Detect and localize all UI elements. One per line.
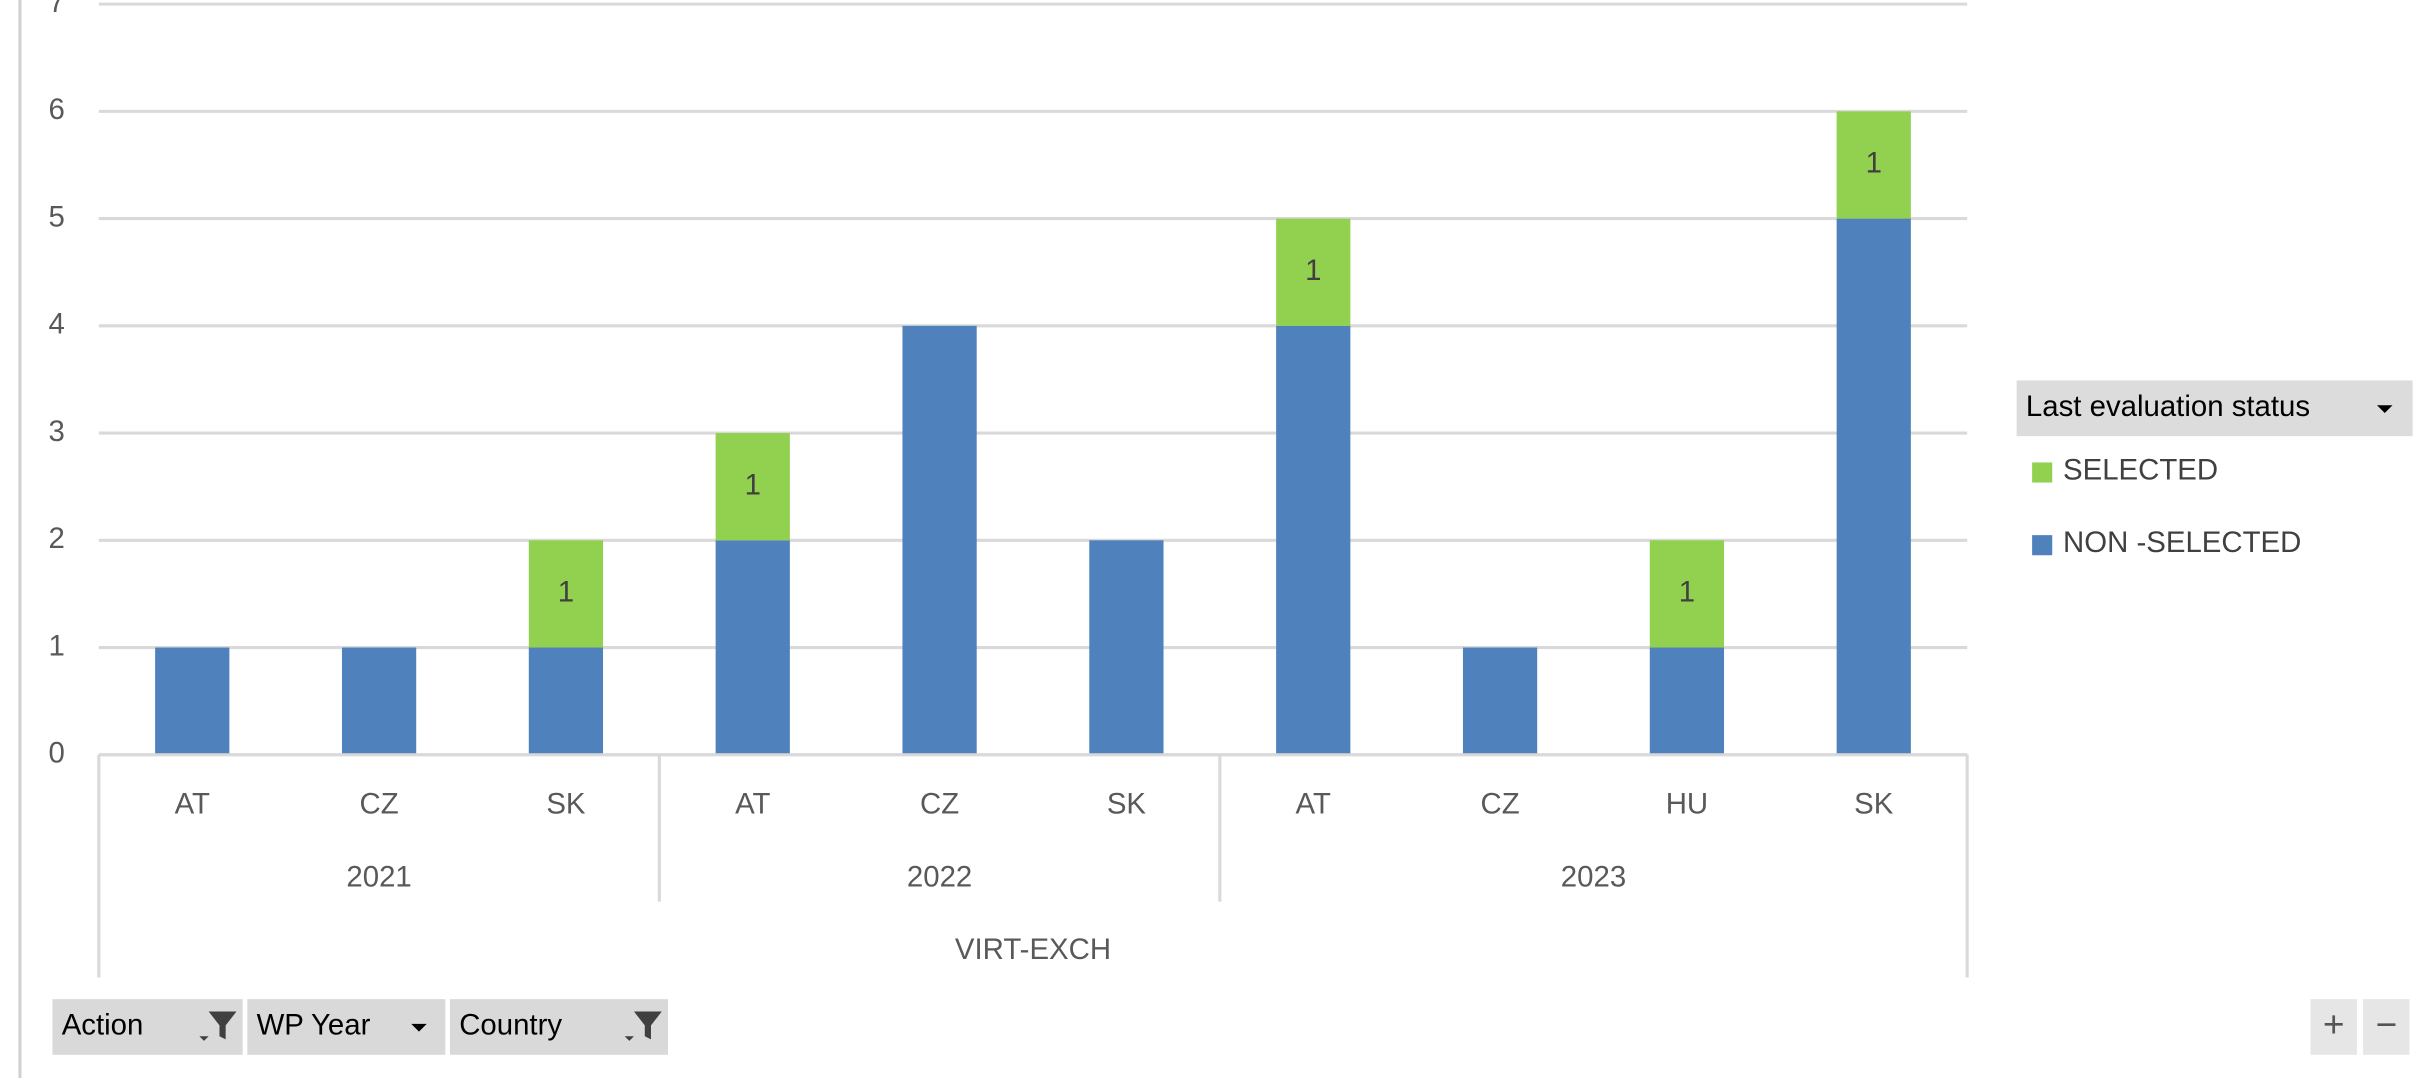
filter-icon <box>624 1011 662 1041</box>
data-label: 1 <box>745 468 761 501</box>
bar-segment <box>1649 540 1725 648</box>
filter-button[interactable] <box>52 999 243 1055</box>
filter-icon <box>199 1011 237 1041</box>
y-tick-label: 2 <box>48 522 64 555</box>
bar-segment <box>1276 325 1351 755</box>
data-label: 1 <box>558 576 574 609</box>
zoom-button[interactable] <box>2310 999 2357 1055</box>
x-tick-label: AT <box>735 788 770 821</box>
x-tick-label: SK <box>1107 788 1147 821</box>
bar-segment <box>1276 218 1351 326</box>
bar-segment <box>155 647 230 755</box>
group-label: 2021 <box>346 860 411 893</box>
bar-segment <box>1089 540 1164 755</box>
zoom-button[interactable] <box>2363 999 2410 1055</box>
bar-segment <box>1836 111 1911 219</box>
x-tick-label: SK <box>546 788 586 821</box>
x-tick-label: SK <box>1854 788 1894 821</box>
x-tick-label: AT <box>1296 788 1331 821</box>
y-tick-label: 7 <box>48 0 64 19</box>
legend-swatch <box>2032 462 2053 483</box>
filter-label: Action <box>62 1009 144 1042</box>
y-tick-label: 5 <box>48 200 64 233</box>
y-tick-label: 0 <box>48 737 64 770</box>
filter-button[interactable] <box>247 999 446 1055</box>
x-tick-label: CZ <box>1480 788 1519 821</box>
bar-segment <box>1836 218 1911 755</box>
y-tick-label: 6 <box>48 93 64 126</box>
bar-segment <box>528 647 604 755</box>
filter-label: WP Year <box>257 1009 371 1042</box>
filter-label: Country <box>459 1009 562 1042</box>
y-tick-label: 4 <box>48 308 64 341</box>
bar-segment <box>715 433 790 541</box>
y-tick-label: 3 <box>48 415 64 448</box>
zoom-label: − <box>2375 1003 2397 1045</box>
bar-segment <box>341 647 417 755</box>
zoom-label: + <box>2323 1003 2345 1045</box>
dropdown-arrow <box>411 1023 427 1032</box>
data-label: 1 <box>1305 254 1321 287</box>
x-tick-label: CZ <box>359 788 398 821</box>
bar-segment <box>1649 647 1725 755</box>
legend-label: SELECTED <box>2063 453 2218 486</box>
legend-header <box>2016 380 2413 437</box>
legend-label: NON -SELECTED <box>2063 526 2301 559</box>
group-label: 2022 <box>907 860 972 893</box>
filter-button[interactable] <box>449 999 668 1055</box>
bar-segment <box>528 540 604 648</box>
x-tick-label: HU <box>1666 788 1708 821</box>
bar-segment <box>1462 647 1538 755</box>
dropdown-arrow[interactable] <box>2377 405 2393 413</box>
y-tick-label: 1 <box>48 629 64 662</box>
data-label: 1 <box>1866 147 1882 180</box>
outer-group-label: VIRT-EXCH <box>955 933 1111 966</box>
x-tick-label: CZ <box>920 788 959 821</box>
x-tick-label: AT <box>175 788 210 821</box>
bar-segment <box>902 325 977 755</box>
data-label: 1 <box>1679 576 1695 609</box>
group-label: 2023 <box>1561 860 1626 893</box>
legend-swatch <box>2032 535 2053 556</box>
bar-segment <box>715 540 790 755</box>
legend-title: Last evaluation status <box>2026 390 2310 423</box>
